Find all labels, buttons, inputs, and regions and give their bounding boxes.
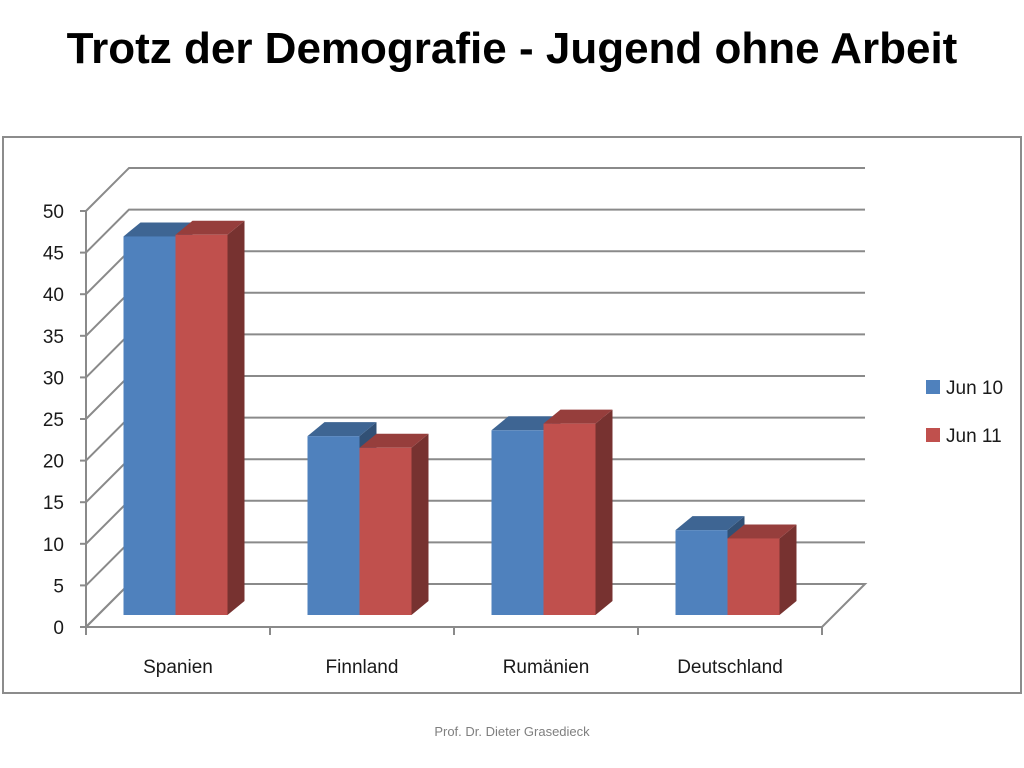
bar-top bbox=[491, 416, 561, 431]
bar-front bbox=[359, 447, 412, 615]
category-label: Rumänien bbox=[503, 657, 590, 678]
bar-top bbox=[307, 422, 377, 437]
y-tick-label: 15 bbox=[43, 493, 64, 514]
chart-frame: 0 5 10 15 20 25 30 35 40 45 50 Spanien Finnland Rumä… bbox=[2, 136, 1022, 694]
bar-side bbox=[779, 524, 797, 615]
bar-front bbox=[727, 538, 780, 615]
y-tick-labels: 0 5 10 15 20 25 30 35 40 45 50 bbox=[43, 202, 64, 639]
bar bbox=[543, 409, 613, 615]
bar-front bbox=[175, 234, 228, 615]
slide-title: Trotz der Demografie - Jugend ohne Arbei… bbox=[66, 24, 958, 73]
category-label: Finnland bbox=[326, 657, 399, 678]
bar-side bbox=[595, 409, 613, 615]
footer-author: Prof. Dr. Dieter Grasedieck bbox=[434, 724, 590, 739]
chart: 0 5 10 15 20 25 30 35 40 45 50 Spanien Finnland Rumä… bbox=[43, 167, 1003, 678]
category-labels: Spanien Finnland Rumänien Deutschland bbox=[143, 657, 783, 678]
y-tick-label: 40 bbox=[43, 285, 64, 306]
bar bbox=[359, 433, 429, 615]
bar-top bbox=[175, 220, 245, 235]
category-label: Deutschland bbox=[677, 657, 783, 678]
bars bbox=[123, 220, 797, 615]
bar-top bbox=[123, 222, 193, 237]
bar-front bbox=[675, 530, 728, 615]
y-tick-label: 0 bbox=[53, 618, 64, 639]
bar-top bbox=[675, 516, 745, 531]
category-label: Spanien bbox=[143, 657, 213, 678]
legend: Jun 10 Jun 11 bbox=[926, 378, 1003, 447]
bar-front bbox=[491, 430, 544, 615]
bar-front bbox=[307, 436, 360, 615]
y-tick-label: 30 bbox=[43, 368, 64, 389]
legend-label: Jun 11 bbox=[946, 426, 1002, 447]
y-tick-label: 45 bbox=[43, 244, 64, 265]
bar-front bbox=[543, 423, 596, 615]
y-tick-label: 25 bbox=[43, 410, 64, 431]
bar-top bbox=[543, 409, 613, 424]
y-tick-label: 35 bbox=[43, 327, 64, 348]
bar bbox=[727, 524, 797, 615]
legend-item: Jun 10 bbox=[926, 378, 1003, 399]
bar bbox=[175, 220, 245, 615]
bar-top bbox=[359, 433, 429, 448]
y-tick-label: 50 bbox=[43, 202, 64, 223]
bar-side bbox=[227, 220, 245, 615]
gridline bbox=[85, 167, 865, 212]
y-tick-label: 10 bbox=[43, 535, 64, 556]
axes bbox=[80, 210, 823, 635]
bar-top bbox=[727, 524, 797, 539]
gridline bbox=[85, 208, 865, 254]
bar-front bbox=[123, 236, 176, 615]
legend-swatch bbox=[926, 380, 940, 394]
legend-item: Jun 11 bbox=[926, 426, 1002, 447]
y-tick-label: 20 bbox=[43, 452, 64, 473]
legend-label: Jun 10 bbox=[946, 378, 1003, 399]
legend-swatch bbox=[926, 428, 940, 442]
y-tick-label: 5 bbox=[53, 576, 64, 597]
bar-side bbox=[411, 433, 429, 615]
